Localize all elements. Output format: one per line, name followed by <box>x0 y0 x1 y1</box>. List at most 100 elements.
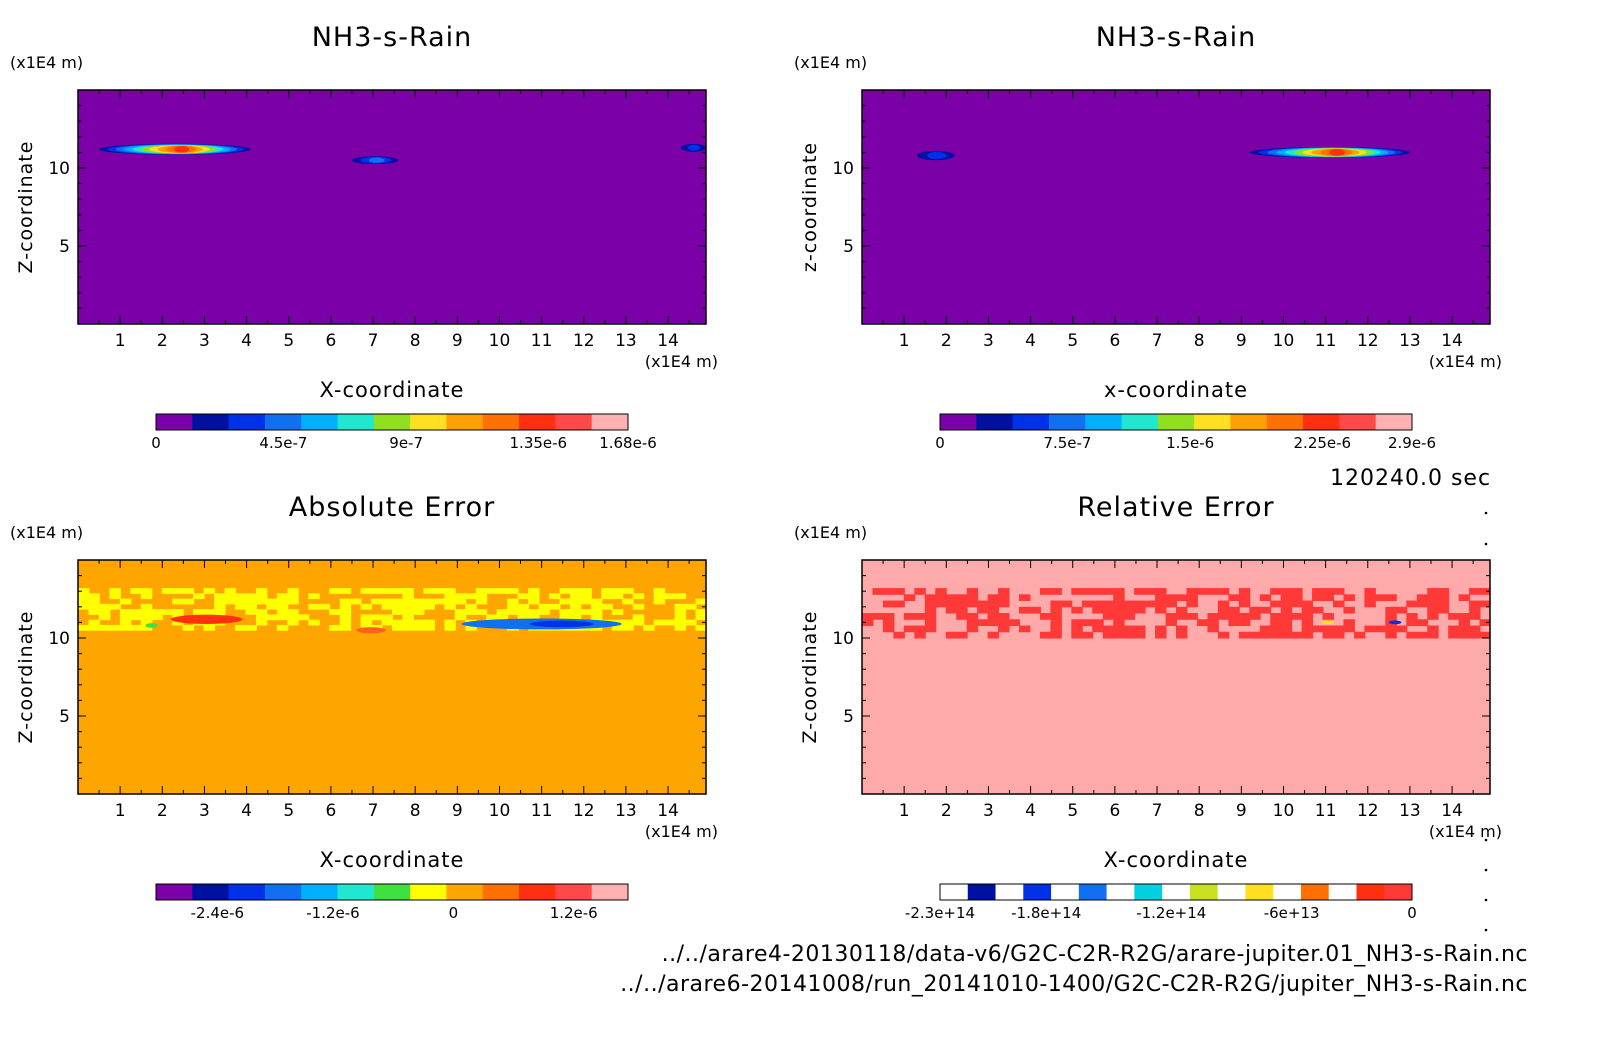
field-cell <box>308 593 320 600</box>
plot-frame <box>861 559 1491 795</box>
field-cell <box>1270 588 1282 595</box>
field-cell <box>412 609 425 615</box>
field-cell <box>360 614 373 621</box>
chart-title: NH3-s-Rain <box>1096 22 1257 53</box>
field-cell <box>88 609 100 615</box>
field-cell <box>1479 588 1490 595</box>
y-tick-label: 5 <box>843 237 854 257</box>
colorbar: 0 4.5e-7 9e-7 1.35e-6 1.68e-6 <box>151 413 657 452</box>
y-unit-label: (x1E4 m) <box>794 523 867 542</box>
field-cell <box>528 588 540 594</box>
field-cell <box>580 593 592 600</box>
field-cell <box>1123 606 1136 614</box>
field-cell <box>1081 631 1094 639</box>
x-tick-label: 12 <box>573 801 595 821</box>
field-cell <box>1437 600 1450 608</box>
field-cell <box>140 588 153 594</box>
field-cell <box>903 613 916 620</box>
field-cell <box>987 631 1000 639</box>
colorbar-swatch <box>1121 414 1159 430</box>
y-unit-label: (x1E4 m) <box>794 53 867 72</box>
field-cell <box>1448 631 1460 639</box>
field-cell <box>1427 631 1439 639</box>
field-cell <box>1301 600 1314 608</box>
field-cell <box>339 624 352 631</box>
x-tick-label: 7 <box>1152 331 1163 351</box>
field-cell <box>98 609 111 615</box>
field-cell <box>1071 625 1083 633</box>
colorbar-swatch <box>1012 414 1050 430</box>
field-cell <box>392 609 404 615</box>
field-cell <box>1176 594 1188 602</box>
field-cell <box>1071 606 1083 614</box>
field-cell <box>1427 613 1439 620</box>
colorbar-tick-label: 7.5e-7 <box>1043 434 1091 452</box>
field-cell <box>1113 600 1125 608</box>
field-cell <box>266 614 278 621</box>
field-cell <box>496 609 509 615</box>
field-cell <box>1406 631 1418 639</box>
field-cell <box>1280 619 1293 627</box>
field-cell <box>203 609 216 615</box>
x-tick-label: 2 <box>941 801 952 821</box>
x-tick-label: 4 <box>1025 331 1036 351</box>
field-cell <box>1071 619 1083 627</box>
field-cell <box>1176 606 1188 614</box>
field-cell <box>172 588 184 594</box>
field-cell <box>412 603 425 610</box>
colorbar-swatch <box>995 884 1024 900</box>
colorbar-swatch <box>1189 884 1219 900</box>
field-cell <box>224 593 236 600</box>
x-tick-label: 13 <box>1399 801 1421 821</box>
field-cell <box>1280 625 1293 633</box>
field-cell <box>611 609 624 615</box>
field-cell <box>601 593 613 600</box>
field-cell <box>569 598 582 605</box>
field-blob-level <box>687 144 701 151</box>
field-cell <box>161 588 174 594</box>
field-cell <box>1050 619 1062 627</box>
field-cell <box>423 603 435 610</box>
chart-panel-2: NH3-s-Rain(x1E4 m)1 2 3 4 5 6 7 8 9 10 11 12 13 14510… <box>794 22 1502 452</box>
field-cell <box>977 619 989 627</box>
field-cell <box>1364 600 1376 608</box>
field-cell <box>611 593 624 600</box>
colorbar-tick-label: -2.4e-6 <box>191 904 244 922</box>
field-cell <box>872 588 884 595</box>
field-cell <box>1238 631 1251 639</box>
field-cell <box>1469 625 1481 633</box>
field-cell <box>924 613 937 620</box>
colorbar-swatch <box>1328 884 1357 900</box>
field-cell <box>1155 588 1167 595</box>
field-cell <box>130 588 142 594</box>
field-cell <box>1343 606 1355 614</box>
field-cell <box>559 598 571 605</box>
colorbar-swatch <box>1375 414 1413 430</box>
field-cell <box>444 593 456 600</box>
field-cell <box>276 603 289 610</box>
field-cell <box>1301 606 1314 614</box>
field-cell <box>255 593 268 600</box>
colorbar-swatch <box>264 884 302 900</box>
field-cell <box>1322 594 1334 602</box>
field-cell <box>329 609 341 615</box>
field-cell <box>1050 613 1062 620</box>
field-cell <box>308 619 320 626</box>
x-unit-label: (x1E4 m) <box>645 352 718 371</box>
field-cell <box>528 593 540 600</box>
field-cell <box>987 600 1000 608</box>
field-cell <box>977 606 989 614</box>
field-cell <box>1437 594 1450 602</box>
x-tick-label: 12 <box>1357 331 1379 351</box>
field-cell <box>1102 613 1115 620</box>
field-cell <box>1050 631 1062 639</box>
field-cell <box>945 631 958 639</box>
field-cell <box>1416 619 1429 627</box>
colorbar-swatch <box>1356 884 1385 900</box>
field-cell <box>538 603 550 610</box>
field-cell <box>977 600 989 608</box>
field-cell <box>1416 600 1429 608</box>
y-unit-label: (x1E4 m) <box>10 523 83 542</box>
colorbar-swatch <box>1300 884 1330 900</box>
x-tick-label: 6 <box>325 801 336 821</box>
